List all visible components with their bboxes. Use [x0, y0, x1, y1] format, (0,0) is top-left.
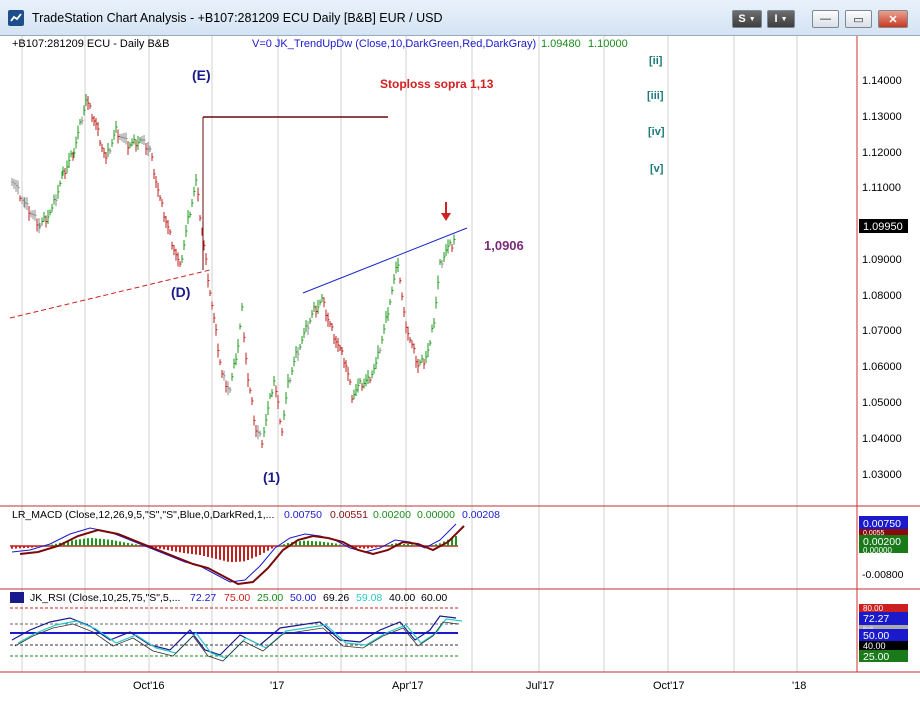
- wave-label-d: (D): [171, 284, 190, 300]
- wave-label-e: (E): [192, 67, 211, 83]
- rsi-axis-box: [859, 625, 908, 629]
- macd-axis-box: [859, 529, 908, 535]
- minimize-button[interactable]: —: [812, 10, 839, 28]
- x-axis-label: '18: [792, 680, 806, 692]
- rsi-axis-value: 50.00: [863, 630, 889, 642]
- rsi-value: 40.00: [389, 592, 415, 604]
- wave-label-iv: [iv]: [648, 126, 665, 138]
- rsi-value: 69.26: [323, 592, 349, 604]
- s-menu-label: S: [738, 13, 746, 25]
- indicator-value: 1.09480: [541, 38, 581, 50]
- i-menu-label: I: [774, 13, 778, 25]
- close-button[interactable]: ✕: [878, 10, 908, 28]
- rsi-value: 60.00: [421, 592, 447, 604]
- last-price-box: [859, 219, 908, 233]
- indicator-value: 1.10000: [588, 38, 628, 50]
- rsi-value: 75.00: [224, 592, 250, 604]
- maximize-icon: ▭: [853, 13, 864, 26]
- rsi-axis-box: [859, 612, 908, 625]
- title-bar: TradeStation Chart Analysis - +B107:2812…: [0, 0, 920, 36]
- rsi-axis-value: 80.00: [863, 604, 884, 613]
- stoploss-annotation: Stoploss sopra 1,13: [380, 77, 494, 91]
- chevron-down-icon: ▼: [748, 15, 756, 23]
- rsi-value: 59.08: [356, 592, 382, 604]
- resistance-trendline: [302, 227, 468, 294]
- price-axis-tick: 1.13000: [862, 111, 902, 123]
- price-axis-tick: 1.07000: [862, 325, 902, 337]
- macd-axis-tick: -0.00800: [862, 569, 904, 581]
- chart-grid: [21, 36, 798, 672]
- rsi-axis-value: 60.00: [863, 625, 874, 630]
- macd-value: 0.00208: [462, 509, 500, 521]
- price-axis-tick: 1.12000: [862, 147, 902, 159]
- macd-axis-box: [859, 535, 908, 546]
- rsi-axis-value: 25.00: [863, 651, 889, 663]
- window-title: TradeStation Chart Analysis - +B107:2812…: [32, 11, 443, 25]
- wave-label-iii: [iii]: [647, 90, 664, 102]
- macd-value: 0.00551: [330, 509, 368, 521]
- down-arrow-icon: [441, 202, 451, 221]
- rsi-axis-box: [859, 641, 908, 650]
- indicator-label: V=0 JK_TrendUpDw (Close,10,DarkGreen,Red…: [252, 38, 536, 50]
- price-axis-tick: 1.08000: [862, 290, 902, 302]
- x-axis-label: Oct'16: [133, 680, 164, 692]
- wave-label-ii: [ii]: [649, 55, 663, 67]
- price-bars: [11, 94, 456, 448]
- minimize-icon: —: [820, 13, 831, 25]
- rsi-secondary-line: [14, 621, 460, 662]
- macd-label: LR_MACD (Close,12,26,9,5,"S","S",Blue,0,…: [12, 509, 274, 521]
- x-axis-label: Apr'17: [392, 680, 423, 692]
- rsi-axis-box: [859, 650, 908, 662]
- price-axis-tick: 1.03000: [862, 469, 902, 481]
- close-icon: ✕: [888, 13, 898, 26]
- macd-panel: [10, 523, 465, 586]
- macd-axis-value: 0.00200: [863, 536, 901, 548]
- price-axis-tick: 1.06000: [862, 361, 902, 373]
- rsi-value: 72.27: [190, 592, 216, 604]
- maximize-button[interactable]: ▭: [845, 10, 872, 28]
- wave-label-1: (1): [263, 469, 280, 485]
- macd-value: 0.00200: [373, 509, 411, 521]
- chevron-down-icon: ▼: [780, 15, 788, 23]
- rsi-legend-swatch: [10, 592, 24, 603]
- price-axis-tick: 1.05000: [862, 397, 902, 409]
- level-annotation: 1,0906: [484, 238, 524, 253]
- x-axis-label: Oct'17: [653, 680, 684, 692]
- price-axis-tick: 1.04000: [862, 433, 902, 445]
- support-trendline: [9, 269, 211, 319]
- last-price-value: 1.09950: [863, 221, 903, 233]
- tradestation-app-icon: [8, 10, 24, 26]
- macd-axis-value: 0.00750: [863, 518, 901, 530]
- macd-value: 0.00000: [417, 509, 455, 521]
- rsi-average-line: [17, 618, 463, 659]
- x-axis-label: Jul'17: [526, 680, 554, 692]
- rsi-panel: [10, 607, 463, 662]
- price-axis-tick: 1.09000: [862, 254, 902, 266]
- macd-axis-value: 0.00000: [863, 546, 892, 555]
- macd-signal-line: [19, 525, 465, 586]
- rsi-value: 50.00: [290, 592, 316, 604]
- s-menu-button[interactable]: S ▼: [732, 10, 762, 28]
- rsi-axis-value: 40.00: [863, 641, 886, 651]
- chart-area[interactable]: +B107:281209 ECU - Daily B&B V=0 JK_Tren…: [0, 36, 920, 704]
- rsi-label: JK_RSI (Close,10,25,75,"S",5,...: [30, 592, 180, 604]
- symbol-label: +B107:281209 ECU - Daily B&B: [12, 38, 169, 50]
- macd-axis-value: 0.0055: [863, 530, 885, 537]
- wave-label-v: [v]: [650, 163, 664, 175]
- macd-axis-box: [859, 546, 908, 553]
- rsi-axis-value: 72.27: [863, 613, 889, 625]
- macd-axis-box: [859, 516, 908, 529]
- price-axis-tick: 1.11000: [862, 182, 901, 194]
- x-axis-label: '17: [270, 680, 284, 692]
- i-menu-button[interactable]: I ▼: [767, 10, 795, 28]
- price-axis: 1.14000 1.13000 1.12000 1.11000 1.09000 1.080…: [862, 75, 902, 481]
- rsi-axis-box: [859, 604, 908, 612]
- rsi-value: 25.00: [257, 592, 283, 604]
- rsi-axis-box: [859, 629, 908, 641]
- macd-value: 0.00750: [284, 509, 322, 521]
- price-axis-tick: 1.14000: [862, 75, 902, 87]
